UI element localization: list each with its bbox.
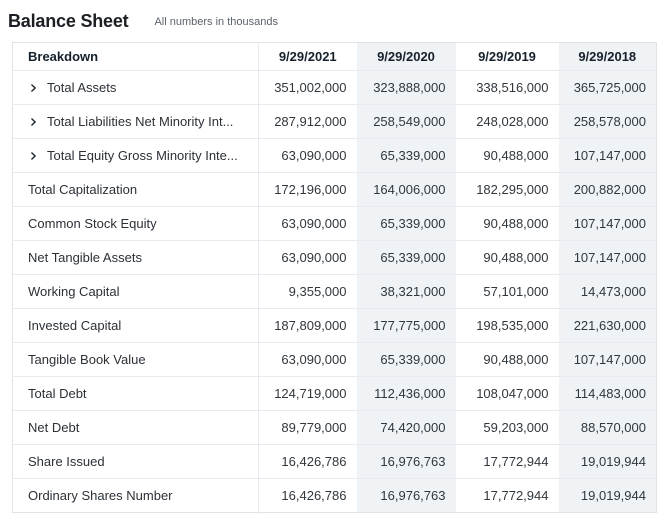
row-label: Tangible Book Value	[28, 352, 146, 367]
cell-value: 16,976,763	[356, 478, 456, 513]
row-label: Net Debt	[28, 420, 80, 435]
row-label: Net Tangible Assets	[28, 250, 142, 265]
balance-sheet-table: Breakdown 9/29/2021 9/29/2020 9/29/2019 …	[12, 42, 657, 513]
cell-value: 57,101,000	[455, 274, 559, 309]
cell-value: 90,488,000	[455, 138, 559, 173]
table-row: Common Stock Equity 63,090,000 65,339,00…	[12, 206, 657, 241]
table-row: Net Debt 89,779,000 74,420,000 59,203,00…	[12, 410, 657, 445]
column-header-breakdown: Breakdown	[12, 42, 259, 71]
column-header-date-3: 9/29/2019	[455, 42, 559, 71]
cell-value: 63,090,000	[258, 138, 357, 173]
cell-value: 90,488,000	[455, 342, 559, 377]
cell-value: 365,725,000	[558, 70, 657, 105]
page-header: Balance Sheet All numbers in thousands	[8, 8, 670, 34]
cell-value: 90,488,000	[455, 206, 559, 241]
cell-value: 164,006,000	[356, 172, 456, 207]
cell-value: 90,488,000	[455, 240, 559, 275]
table-header-row: Breakdown 9/29/2021 9/29/2020 9/29/2019 …	[12, 42, 657, 71]
cell-value: 200,882,000	[558, 172, 657, 207]
table-row: Total Capitalization 172,196,000 164,006…	[12, 172, 657, 207]
row-label: Total Debt	[28, 386, 87, 401]
row-label: Working Capital	[28, 284, 120, 299]
cell-value: 17,772,944	[455, 444, 559, 479]
cell-value: 19,019,944	[558, 478, 657, 513]
column-header-date-2: 9/29/2020	[356, 42, 456, 71]
column-header-date-1: 9/29/2021	[258, 42, 357, 71]
cell-value: 287,912,000	[258, 104, 357, 139]
cell-value: 63,090,000	[258, 342, 357, 377]
cell-value: 16,976,763	[356, 444, 456, 479]
row-label[interactable]: Total Equity Gross Minority Inte...	[47, 148, 238, 163]
cell-value: 114,483,000	[558, 376, 657, 411]
cell-value: 74,420,000	[356, 410, 456, 445]
cell-value: 323,888,000	[356, 70, 456, 105]
cell-value: 248,028,000	[455, 104, 559, 139]
cell-value: 172,196,000	[258, 172, 357, 207]
row-label: Share Issued	[28, 454, 105, 469]
table-row: Share Issued 16,426,786 16,976,763 17,77…	[12, 444, 657, 479]
cell-value: 107,147,000	[558, 240, 657, 275]
row-label: Common Stock Equity	[28, 216, 157, 231]
row-label: Ordinary Shares Number	[28, 488, 173, 503]
cell-value: 107,147,000	[558, 206, 657, 241]
cell-value: 258,578,000	[558, 104, 657, 139]
cell-value: 112,436,000	[356, 376, 456, 411]
column-header-date-4: 9/29/2018	[558, 42, 657, 71]
row-label[interactable]: Total Assets	[47, 80, 117, 95]
cell-value: 108,047,000	[455, 376, 559, 411]
table-row-expandable: Total Assets 351,002,000 323,888,000 338…	[12, 70, 657, 105]
table-row-expandable: Total Liabilities Net Minority Int... 28…	[12, 104, 657, 139]
cell-value: 63,090,000	[258, 240, 357, 275]
table-row: Net Tangible Assets 63,090,000 65,339,00…	[12, 240, 657, 275]
cell-value: 19,019,944	[558, 444, 657, 479]
cell-value: 17,772,944	[483, 488, 549, 503]
cell-value: 177,775,000	[356, 308, 456, 343]
cell-value: 124,719,000	[258, 376, 357, 411]
table-row: Total Debt 124,719,000 112,436,000 108,0…	[12, 376, 657, 411]
cell-value: 16,426,786	[281, 488, 347, 503]
table-row: Invested Capital 187,809,000 177,775,000…	[12, 308, 657, 343]
cell-value: 351,002,000	[258, 70, 357, 105]
cell-value: 16,426,786	[258, 444, 357, 479]
cell-value: 38,321,000	[356, 274, 456, 309]
expand-chevron-icon[interactable]	[28, 83, 38, 93]
cell-value: 182,295,000	[455, 172, 559, 207]
cell-value: 65,339,000	[356, 342, 456, 377]
cell-value: 338,516,000	[455, 70, 559, 105]
cell-value: 63,090,000	[258, 206, 357, 241]
cell-value: 107,147,000	[558, 138, 657, 173]
cell-value: 88,570,000	[558, 410, 657, 445]
row-label: Total Capitalization	[28, 182, 138, 197]
cell-value: 65,339,000	[356, 206, 456, 241]
cell-value: 9,355,000	[258, 274, 357, 309]
cell-value: 59,203,000	[455, 410, 559, 445]
cell-value: 107,147,000	[558, 342, 657, 377]
cell-value: 65,339,000	[356, 138, 456, 173]
table-row: Tangible Book Value 63,090,000 65,339,00…	[12, 342, 657, 377]
cell-value: 198,535,000	[455, 308, 559, 343]
table-subtitle: All numbers in thousands	[154, 16, 278, 28]
table-row: Working Capital 9,355,000 38,321,000 57,…	[12, 274, 657, 309]
cell-value: 65,339,000	[356, 240, 456, 275]
table-row-expandable: Total Equity Gross Minority Inte... 63,0…	[12, 138, 657, 173]
row-label: Invested Capital	[28, 318, 122, 333]
expand-chevron-icon[interactable]	[28, 151, 38, 161]
row-label[interactable]: Total Liabilities Net Minority Int...	[47, 114, 234, 129]
cell-value: 187,809,000	[258, 308, 357, 343]
expand-chevron-icon[interactable]	[28, 117, 38, 127]
table-row: Ordinary Shares Number 16,426,786 16,976…	[12, 478, 657, 513]
cell-value: 258,549,000	[356, 104, 456, 139]
cell-value: 14,473,000	[558, 274, 657, 309]
cell-value: 221,630,000	[558, 308, 657, 343]
cell-value: 89,779,000	[258, 410, 357, 445]
page-title: Balance Sheet	[8, 10, 129, 31]
